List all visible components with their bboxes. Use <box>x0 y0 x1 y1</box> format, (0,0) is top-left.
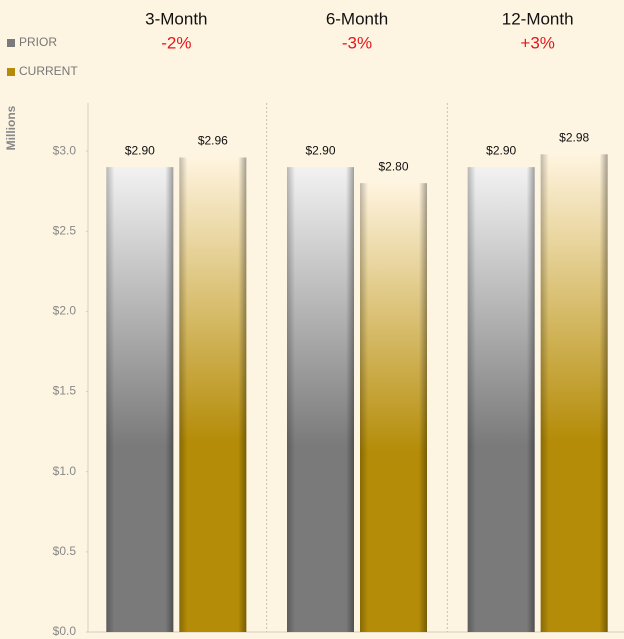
bar-shade <box>360 183 427 632</box>
bar-shade <box>467 167 535 632</box>
bar-shade <box>287 167 354 632</box>
category-label: 6-Month <box>326 9 388 28</box>
y-tick-label: $2.5 <box>53 223 77 237</box>
legend-swatch <box>7 39 15 47</box>
value-label: $2.98 <box>559 130 589 144</box>
y-tick-label: $0.5 <box>53 544 77 558</box>
value-label: $2.90 <box>125 143 155 157</box>
category-label: 3-Month <box>145 9 207 28</box>
legend-swatch <box>7 68 15 76</box>
bar-shade <box>179 157 247 632</box>
y-tick-label: $1.0 <box>53 464 77 478</box>
value-label: $2.80 <box>378 159 408 173</box>
value-label: $2.96 <box>198 134 228 148</box>
bar-shade <box>540 154 608 632</box>
bar-shade <box>106 167 174 632</box>
y-axis-label: Millions <box>4 105 18 150</box>
value-label: $2.90 <box>305 143 335 157</box>
legend-label: CURRENT <box>19 64 78 78</box>
y-tick-label: $2.0 <box>53 304 77 318</box>
change-label: +3% <box>520 33 555 52</box>
y-tick-label: $0.0 <box>53 624 77 638</box>
y-tick-label: $1.5 <box>53 384 77 398</box>
value-label: $2.90 <box>486 143 516 157</box>
y-tick-label: $3.0 <box>53 143 77 157</box>
change-label: -3% <box>342 33 372 52</box>
category-label: 12-Month <box>502 9 574 28</box>
legend-label: PRIOR <box>19 35 57 49</box>
change-label: -2% <box>161 33 191 52</box>
